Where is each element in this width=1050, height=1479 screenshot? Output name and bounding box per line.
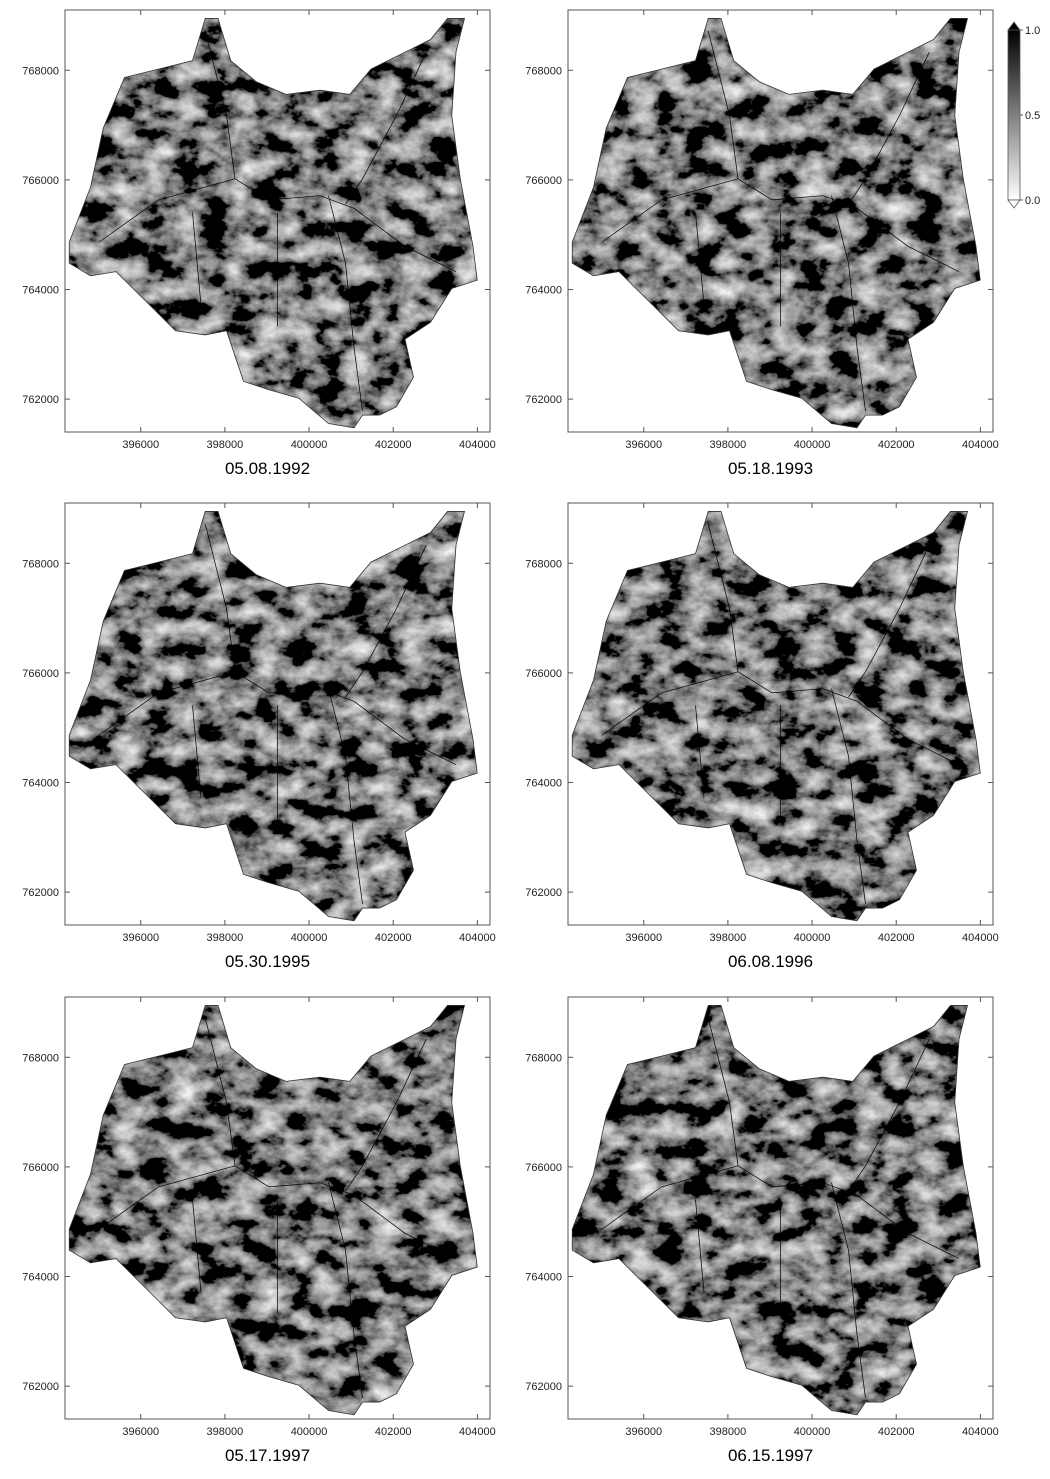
y-tick-label: 768000 [525,65,562,77]
panel-caption: 05.18.1993 [728,459,813,478]
x-tick-label: 404000 [962,932,999,944]
panel-caption: 06.15.1997 [728,1446,813,1465]
x-tick-label: 402000 [878,439,915,451]
map-panel: 396000 398000 400000 402000 404000 762000 7640… [525,10,998,478]
y-tick-label: 766000 [525,668,562,680]
x-tick-label: 402000 [375,439,412,451]
y-tick-label: 762000 [22,1381,59,1393]
x-tick-label: 402000 [878,932,915,944]
x-tick-label: 400000 [291,932,328,944]
colorbar-tick-label: 0.5 [1025,110,1040,122]
x-tick-label: 396000 [625,1426,662,1438]
x-tick-label: 402000 [375,932,412,944]
y-tick-label: 764000 [22,1272,59,1284]
y-tick-label: 762000 [525,887,562,899]
x-tick-label: 398000 [207,932,244,944]
y-tick-label: 766000 [22,1162,59,1174]
y-tick-label: 768000 [22,65,59,77]
colorbar-tick-label: 0.0 [1025,195,1040,207]
colorbar-ramp [1008,30,1020,200]
x-tick-label: 402000 [375,1426,412,1438]
colorbar-min-arrow [1008,200,1020,208]
y-tick-label: 764000 [525,285,562,297]
y-tick-label: 768000 [525,558,562,570]
y-tick-label: 768000 [22,558,59,570]
y-tick-label: 766000 [22,175,59,187]
y-tick-label: 762000 [22,887,59,899]
panel-caption: 05.08.1992 [225,459,310,478]
x-tick-label: 404000 [459,932,496,944]
y-tick-label: 768000 [525,1052,562,1064]
y-tick-label: 766000 [525,175,562,187]
panel-caption: 05.30.1995 [225,952,310,971]
x-tick-label: 400000 [291,1426,328,1438]
colorbar-max-arrow [1008,22,1020,30]
y-tick-label: 762000 [525,1381,562,1393]
panel-caption: 05.17.1997 [225,1446,310,1465]
x-tick-label: 396000 [625,439,662,451]
y-tick-label: 762000 [22,394,59,406]
x-tick-label: 400000 [794,932,831,944]
map-panel: 396000 398000 400000 402000 404000 762000 7640… [22,997,495,1465]
y-tick-label: 764000 [525,778,562,790]
x-tick-label: 396000 [625,932,662,944]
y-tick-label: 764000 [22,778,59,790]
x-tick-label: 404000 [459,439,496,451]
y-tick-label: 766000 [22,668,59,680]
x-tick-label: 398000 [710,1426,747,1438]
map-panel: 396000 398000 400000 402000 404000 762000 7640… [22,503,495,971]
y-tick-label: 764000 [525,1272,562,1284]
y-tick-label: 766000 [525,1162,562,1174]
map-panel: 396000 398000 400000 402000 404000 762000 7640… [525,503,998,971]
x-tick-label: 400000 [794,1426,831,1438]
x-tick-label: 398000 [207,1426,244,1438]
x-tick-label: 398000 [710,439,747,451]
x-tick-label: 396000 [122,439,159,451]
map-panel: 396000 398000 400000 402000 404000 762000 7640… [525,997,998,1465]
x-tick-label: 400000 [291,439,328,451]
x-tick-label: 396000 [122,1426,159,1438]
x-tick-label: 400000 [794,439,831,451]
x-tick-label: 404000 [962,1426,999,1438]
x-tick-label: 398000 [710,932,747,944]
colorbar-tick-label: 1.0 [1025,25,1040,37]
x-tick-label: 402000 [878,1426,915,1438]
map-panel: 396000 398000 400000 402000 404000 762000 7640… [22,10,495,478]
y-tick-label: 762000 [525,394,562,406]
panel-caption: 06.08.1996 [728,952,813,971]
figure: 396000 398000 400000 402000 404000 762000 7640… [0,0,1050,1474]
x-tick-label: 404000 [459,1426,496,1438]
colorbar: 1.0 0.5 0.0 [1008,22,1040,208]
x-tick-label: 404000 [962,439,999,451]
y-tick-label: 764000 [22,285,59,297]
y-tick-label: 768000 [22,1052,59,1064]
x-tick-label: 396000 [122,932,159,944]
x-tick-label: 398000 [207,439,244,451]
